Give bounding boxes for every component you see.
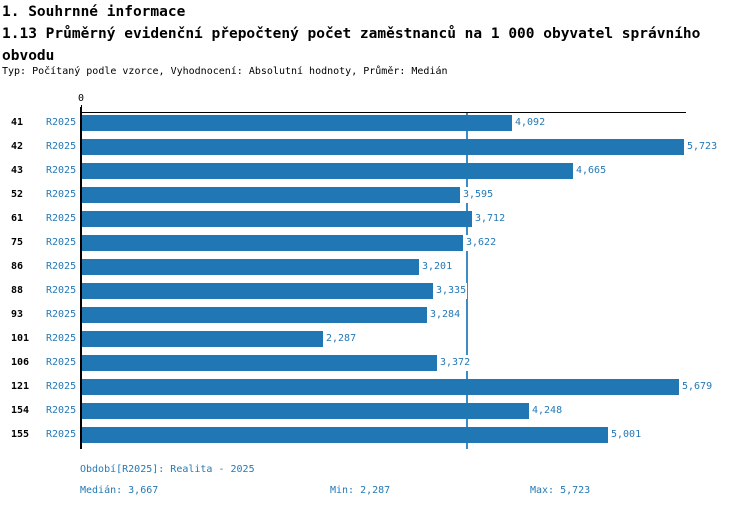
category-label: 88 xyxy=(11,285,24,296)
category-label: 86 xyxy=(11,261,24,272)
bar-row: 52 R2025 3,595 xyxy=(0,187,750,203)
series-label: R2025 xyxy=(46,117,77,128)
series-label: R2025 xyxy=(46,357,77,368)
min-stat: Min: 2,287 xyxy=(330,485,391,496)
category-label: 41 xyxy=(11,117,24,128)
bar-value-label: 3,201 xyxy=(422,259,454,275)
bar[interactable] xyxy=(82,331,323,347)
series-label: R2025 xyxy=(46,429,77,440)
bar-row: 75 R2025 3,622 xyxy=(0,235,750,251)
bar-row: 43 R2025 4,665 xyxy=(0,163,750,179)
bar-value-label: 3,622 xyxy=(466,235,498,251)
series-label: R2025 xyxy=(46,333,77,344)
bar[interactable] xyxy=(82,163,573,179)
series-label: R2025 xyxy=(46,261,77,272)
bar-value-label: 4,092 xyxy=(515,115,547,131)
x-axis-line xyxy=(80,112,686,113)
median-line xyxy=(466,113,468,449)
series-label: R2025 xyxy=(46,309,77,320)
category-label: 52 xyxy=(11,189,24,200)
bar[interactable] xyxy=(82,403,529,419)
bar[interactable] xyxy=(82,283,433,299)
bar-row: 61 R2025 3,712 xyxy=(0,211,750,227)
bar[interactable] xyxy=(82,187,460,203)
series-label: R2025 xyxy=(46,381,77,392)
series-label: R2025 xyxy=(46,405,77,416)
series-label: R2025 xyxy=(46,213,77,224)
bar-row: 121 R2025 5,679 xyxy=(0,379,750,395)
indicator-title-line1: 1.13 Průměrný evidenční přepočtený počet… xyxy=(2,26,701,42)
max-stat: Max: 5,723 xyxy=(530,485,591,496)
bar-row: 154 R2025 4,248 xyxy=(0,403,750,419)
category-label: 42 xyxy=(11,141,24,152)
bar-row: 101 R2025 2,287 xyxy=(0,331,750,347)
bar-row: 155 R2025 5,001 xyxy=(0,427,750,443)
bar-row: 42 R2025 5,723 xyxy=(0,139,750,155)
category-label: 101 xyxy=(11,333,30,344)
bar-value-label: 5,679 xyxy=(682,379,714,395)
bar[interactable] xyxy=(82,211,472,227)
bar-value-label: 3,712 xyxy=(475,211,507,227)
bar-row: 88 R2025 3,335 xyxy=(0,283,750,299)
bar-row: 86 R2025 3,201 xyxy=(0,259,750,275)
category-label: 61 xyxy=(11,213,24,224)
indicator-title-line2: obvodu xyxy=(2,48,55,64)
bar[interactable] xyxy=(82,355,437,371)
period-label: Období[R2025]: Realita - 2025 xyxy=(80,464,255,475)
bar-value-label: 3,335 xyxy=(436,283,468,299)
bar-row: 106 R2025 3,372 xyxy=(0,355,750,371)
category-label: 93 xyxy=(11,309,24,320)
section-title: 1. Souhrnné informace xyxy=(2,4,186,20)
bar-value-label: 4,665 xyxy=(576,163,608,179)
category-label: 155 xyxy=(11,429,30,440)
bar[interactable] xyxy=(82,235,463,251)
bar-value-label: 5,723 xyxy=(687,139,719,155)
y-axis-line xyxy=(80,107,82,449)
bar-value-label: 2,287 xyxy=(326,331,358,347)
bar-value-label: 4,248 xyxy=(532,403,564,419)
category-label: 75 xyxy=(11,237,24,248)
bar-value-label: 3,372 xyxy=(440,355,472,371)
category-label: 106 xyxy=(11,357,30,368)
bar-value-label: 3,595 xyxy=(463,187,495,203)
x-axis-origin-label: 0 xyxy=(77,93,85,104)
median-stat: Medián: 3,667 xyxy=(80,485,159,496)
bar[interactable] xyxy=(82,139,684,155)
bar[interactable] xyxy=(82,259,419,275)
bar-row: 41 R2025 4,092 xyxy=(0,115,750,131)
bar-row: 93 R2025 3,284 xyxy=(0,307,750,323)
bar[interactable] xyxy=(82,307,427,323)
bar-chart: 0 41 R2025 4,092 42 R2025 5,723 43 R2025 4,665 52… xyxy=(0,93,750,449)
category-label: 121 xyxy=(11,381,30,392)
category-label: 154 xyxy=(11,405,30,416)
series-label: R2025 xyxy=(46,285,77,296)
series-label: R2025 xyxy=(46,189,77,200)
category-label: 43 xyxy=(11,165,24,176)
bar[interactable] xyxy=(82,379,679,395)
series-label: R2025 xyxy=(46,165,77,176)
bar[interactable] xyxy=(82,115,512,131)
chart-meta: Typ: Počítaný podle vzorce, Vyhodnocení:… xyxy=(2,66,448,77)
bar[interactable] xyxy=(82,427,608,443)
series-label: R2025 xyxy=(46,237,77,248)
series-label: R2025 xyxy=(46,141,77,152)
bar-value-label: 5,001 xyxy=(611,427,643,443)
bar-value-label: 3,284 xyxy=(430,307,462,323)
